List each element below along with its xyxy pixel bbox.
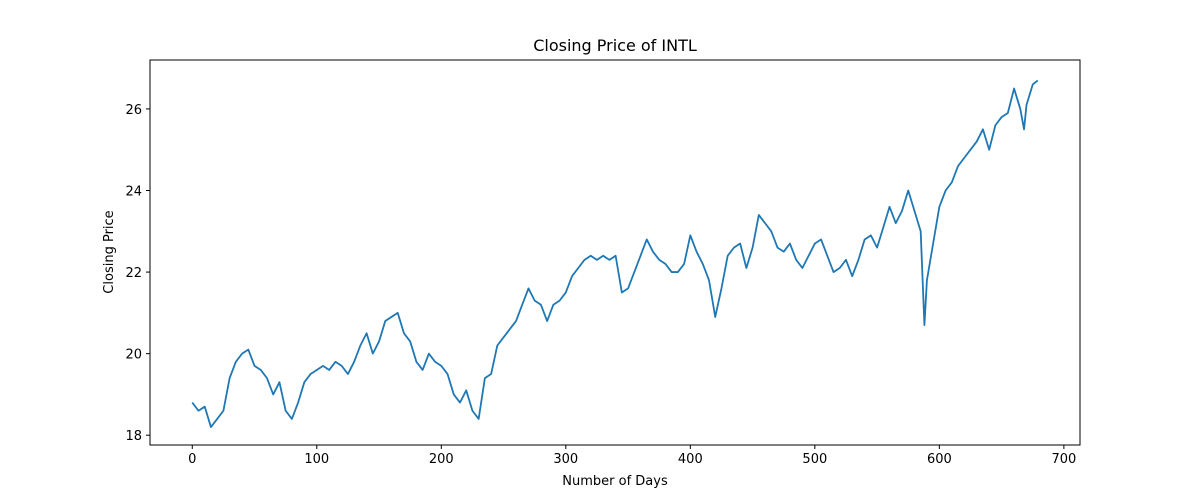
y-tick-label: 22 xyxy=(125,266,142,281)
x-tick-label: 500 xyxy=(802,452,827,467)
x-tick-label: 700 xyxy=(1051,452,1076,467)
y-tick-label: 24 xyxy=(125,185,142,200)
x-axis-label: Number of Days xyxy=(562,474,668,489)
plot-frame xyxy=(149,59,1081,446)
x-tick-label: 600 xyxy=(927,452,952,467)
x-tick-label: 200 xyxy=(429,452,454,467)
chart-title: Closing Price of INTL xyxy=(533,36,697,55)
y-axis-label: Closing Price xyxy=(102,210,117,293)
x-tick-label: 100 xyxy=(304,452,329,467)
x-tick-label: 400 xyxy=(678,452,703,467)
y-tick-label: 20 xyxy=(125,348,142,363)
price-line xyxy=(191,79,1039,428)
x-tick-label: 300 xyxy=(553,452,578,467)
y-tick-label: 26 xyxy=(125,103,142,118)
x-tick-label: 0 xyxy=(188,452,196,467)
y-tick-label: 18 xyxy=(125,429,142,444)
